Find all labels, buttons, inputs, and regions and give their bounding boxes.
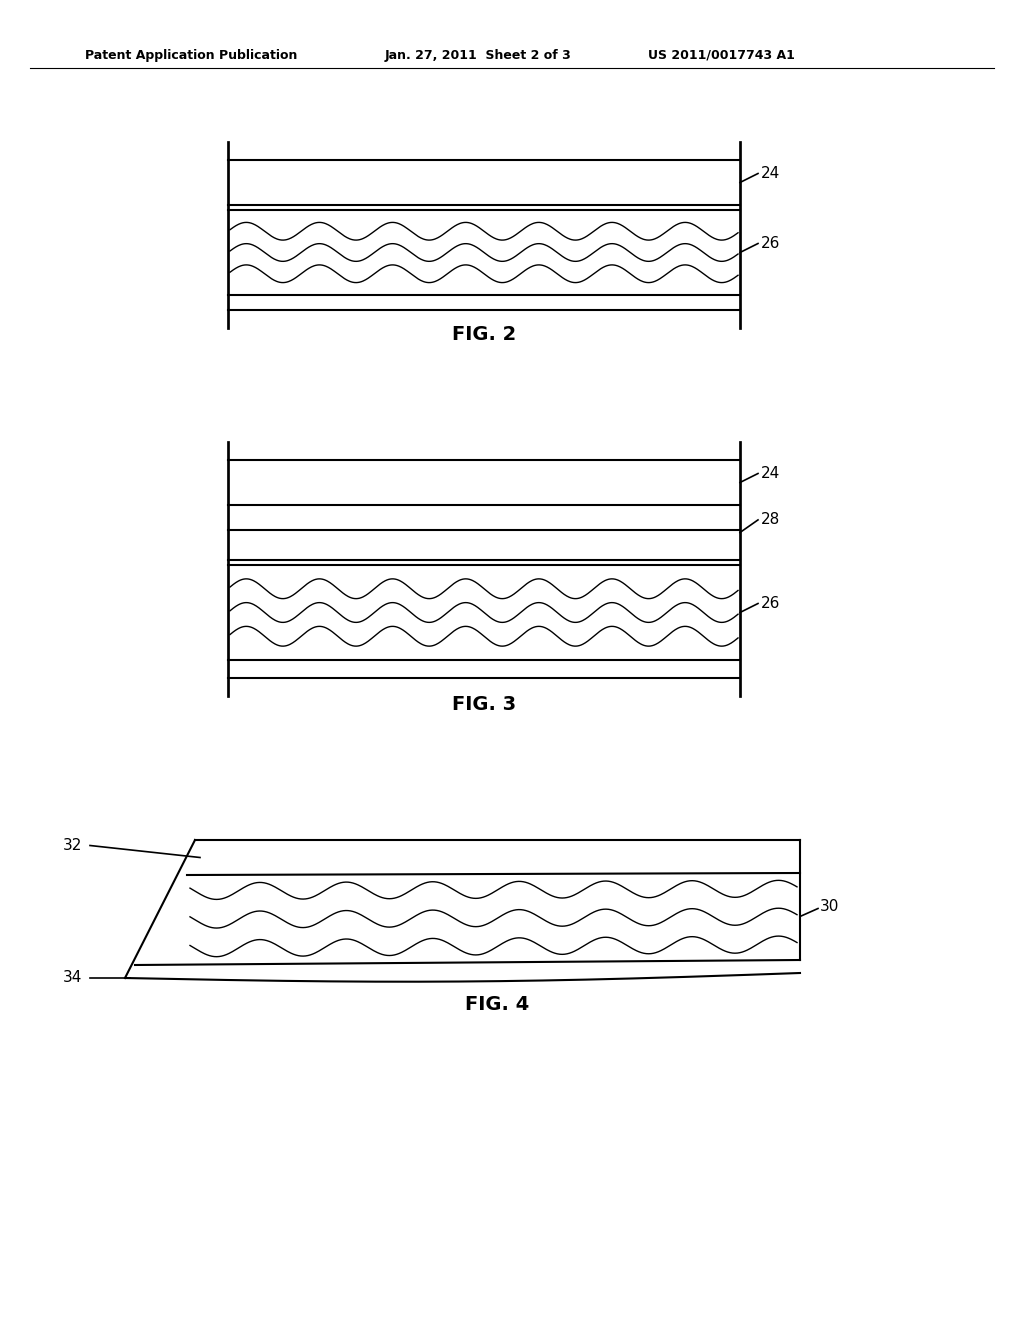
Text: Jan. 27, 2011  Sheet 2 of 3: Jan. 27, 2011 Sheet 2 of 3 [385,49,571,62]
Text: 34: 34 [63,970,82,986]
Text: 26: 26 [761,236,780,251]
Text: US 2011/0017743 A1: US 2011/0017743 A1 [648,49,795,62]
Text: 26: 26 [761,597,780,611]
Text: Patent Application Publication: Patent Application Publication [85,49,297,62]
Text: FIG. 4: FIG. 4 [465,995,529,1014]
Text: 32: 32 [63,838,82,853]
Text: 28: 28 [761,512,780,528]
Text: 24: 24 [761,166,780,181]
Text: 30: 30 [820,899,840,913]
Text: 24: 24 [761,466,780,480]
Text: FIG. 2: FIG. 2 [452,325,516,345]
Text: FIG. 3: FIG. 3 [452,696,516,714]
